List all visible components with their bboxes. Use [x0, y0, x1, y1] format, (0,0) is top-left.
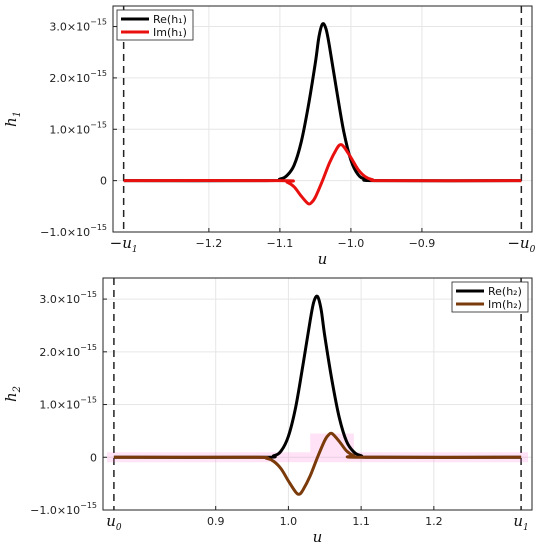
series-line-1: [113, 294, 522, 459]
y-tick-label: 0: [100, 175, 107, 188]
legend-label: Im(h₂): [488, 298, 522, 311]
plot-frame: [112, 5, 533, 233]
y-tick-label: 2.0×10−15: [39, 343, 97, 359]
chart-2: −1.0×10−15 0 1.0×10−15 2.0×10−15 3.0×10−15 0.…: [2, 277, 533, 544]
x-tick-label: −1.2: [196, 237, 223, 250]
y-tick-label: 3.0×10−15: [49, 18, 107, 34]
legend-box: [451, 281, 529, 313]
x-special-tick-label: −u0: [507, 234, 535, 255]
legend-label: Im(h₁): [153, 26, 187, 39]
chart-1: −1.0×10−15 0 1.0×10−15 2.0×10−15 3.0×10−15 −1…: [2, 5, 536, 268]
x-tick-label: −0.9: [409, 237, 436, 250]
x-tick-label: 1.1: [352, 515, 370, 528]
legend: Re(h₁)Im(h₁): [116, 9, 194, 41]
legend-label: Re(h₂): [488, 285, 522, 298]
legend-box: [116, 9, 194, 41]
y-tick-label: 0: [90, 451, 97, 464]
y-axis-label: h2: [2, 386, 23, 402]
series-line-2: [123, 143, 522, 206]
legend-label: Re(h₁): [153, 13, 187, 26]
x-tick-label: 1.2: [425, 515, 443, 528]
y-tick-label: −1.0×10−15: [40, 223, 107, 239]
x-special-tick-label: −u1: [110, 234, 138, 255]
x-tick-label: −1.0: [338, 237, 365, 250]
x-special-tick-label: u0: [106, 512, 122, 533]
y-tick-label: 3.0×10−15: [39, 290, 97, 306]
y-tick-label: −1.0×10−15: [30, 501, 97, 517]
series-line-1: [123, 22, 522, 183]
x-axis-label: u: [313, 528, 323, 544]
series-line-2: [113, 431, 522, 496]
x-tick-label: 1.0: [280, 515, 298, 528]
y-axis-label: h1: [2, 111, 23, 127]
grid-lines: [103, 278, 532, 511]
y-tick-label: 1.0×10−15: [49, 120, 107, 136]
plot-frame: [102, 277, 533, 511]
legend: Re(h₂)Im(h₂): [451, 281, 529, 313]
x-axis-label: u: [318, 250, 328, 268]
x-special-tick-label: u1: [513, 512, 528, 533]
y-tick-label: 1.0×10−15: [39, 396, 97, 412]
y-tick-label: 2.0×10−15: [49, 69, 107, 85]
x-tick-label: 0.9: [207, 515, 225, 528]
x-tick-label: −1.1: [267, 237, 294, 250]
